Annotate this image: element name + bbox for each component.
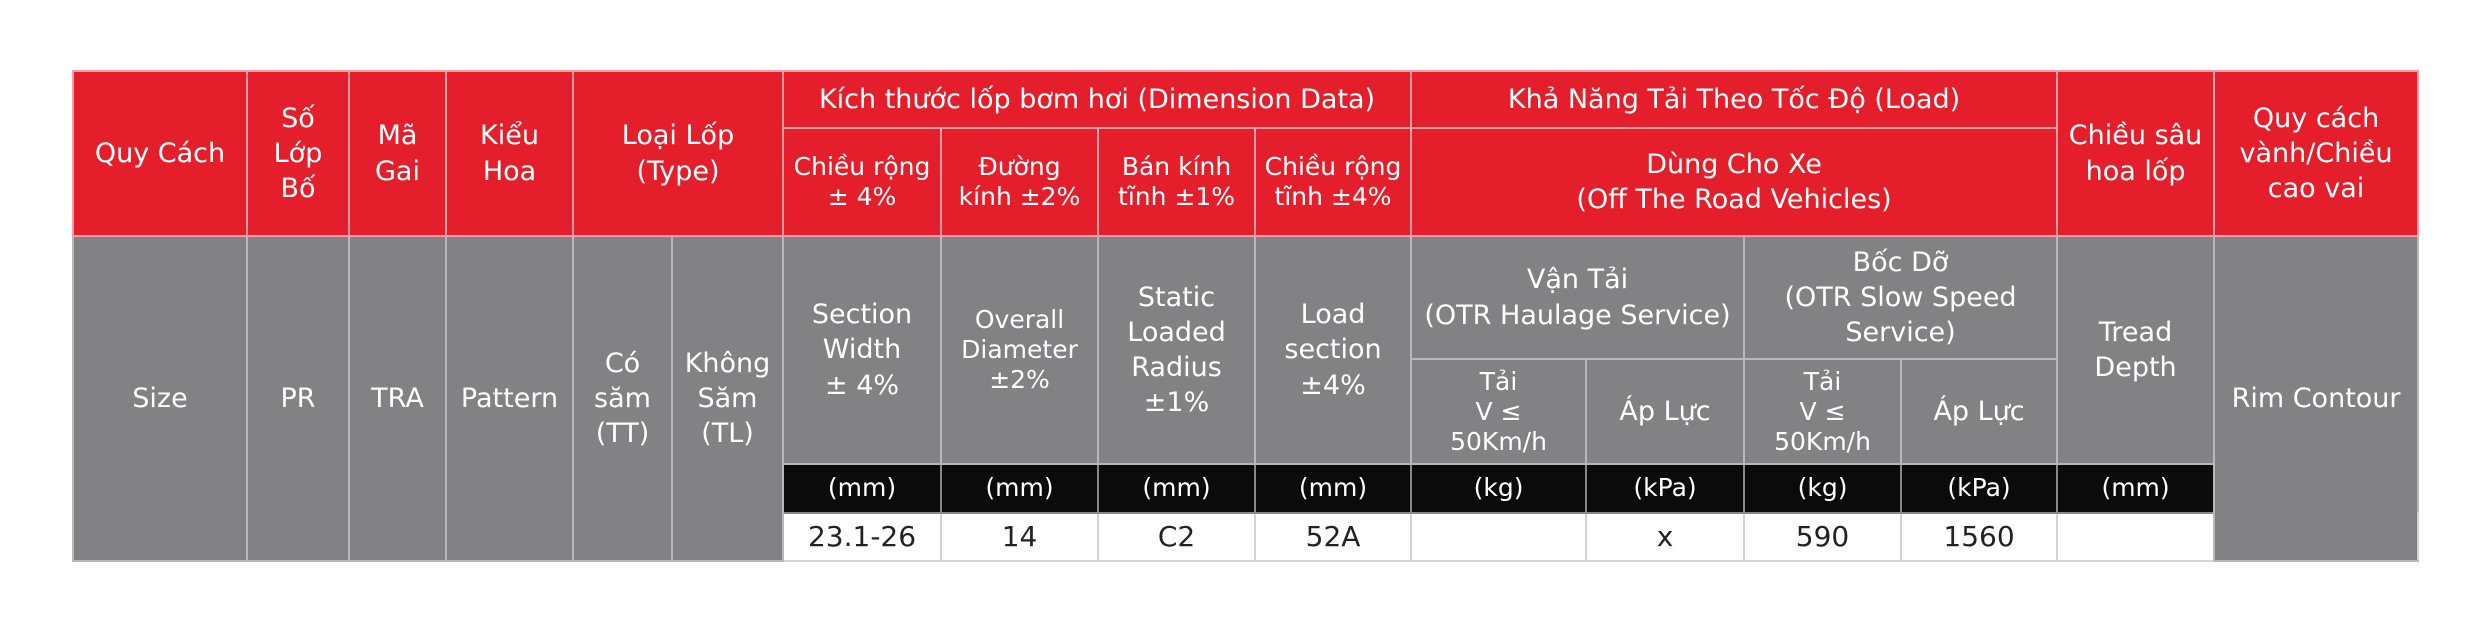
header-cell: Bốc Dỡ (OTR Slow Speed Service) — [1743, 235, 2059, 360]
data-cell — [1410, 512, 1588, 562]
spec-table: Quy Cách Số Lớp Bố Mã Gai Kiểu Hoa Loại … — [72, 70, 2420, 562]
header-cell: Mã Gai — [348, 70, 447, 237]
header-row: Chiều rộng ± 4% Đường kính ±2% Bán kính … — [73, 127, 2418, 237]
header-cell: Tread Depth — [2056, 235, 2216, 465]
header-cell: Dùng Cho Xe (Off The Road Vehicles) — [1410, 127, 2059, 237]
header-cell: Overall Diameter ±2% — [940, 235, 1100, 465]
unit-cell: (kg) — [1743, 463, 1903, 514]
unit-cell: (mm) — [782, 463, 943, 514]
header-cell: Đường kính ±2% — [940, 127, 1100, 237]
data-cell: x — [1585, 512, 1746, 562]
unit-cell: (kPa) — [1900, 463, 2059, 514]
unit-cell: (kg) — [1410, 463, 1588, 514]
header-cell: Vận Tải (OTR Haulage Service) — [1410, 235, 1746, 360]
header-cell: Áp Lực — [1585, 358, 1746, 465]
data-cell: 1560 — [1900, 512, 2059, 562]
unit-cell: (mm) — [1097, 463, 1257, 514]
header-row: Tải V ≤ 50Km/h Áp Lực Tải V ≤ 50Km/h Áp … — [73, 358, 2418, 465]
header-cell: Quy Cách — [72, 70, 248, 237]
unit-cell: (mm) — [940, 463, 1100, 514]
header-cell: Loại Lốp (Type) — [571, 70, 785, 237]
header-row: Size PR TRA Pattern Có săm (TT) Không Să… — [72, 235, 2420, 562]
header-cell: Static Loaded Radius ±1% — [1097, 235, 1257, 465]
data-row: 23.1-2614C252Ax5901560650024027DW20Ax26 — [73, 512, 2418, 562]
header-cell: Khả Năng Tải Theo Tốc Độ (Load) — [1410, 70, 2059, 129]
header-cell: Pattern — [445, 235, 574, 562]
header-cell: Load section ±4% — [1254, 235, 1413, 465]
data-cell: C2 — [1097, 512, 1257, 562]
data-cell: 590 — [1743, 512, 1903, 562]
header-cell: Chiều rộng ± 4% — [782, 127, 943, 237]
data-cell — [2056, 512, 2216, 562]
unit-cell: (mm) — [2056, 463, 2216, 514]
unit-cell: (kPa) — [1585, 463, 1746, 514]
header-cell: Không Săm (TL) — [670, 235, 785, 562]
header-row: Quy Cách Số Lớp Bố Mã Gai Kiểu Hoa Loại … — [72, 70, 2420, 237]
header-cell: TRA — [348, 235, 447, 562]
header-cell: Áp Lực — [1900, 358, 2059, 465]
header-cell: Tải V ≤ 50Km/h — [1410, 358, 1588, 465]
header-cell: Bán kính tĩnh ±1% — [1097, 127, 1257, 237]
header-cell: Kích thước lốp bơm hơi (Dimension Data) — [782, 70, 1413, 129]
header-cell: PR — [246, 235, 350, 562]
header-cell: Rim Contour — [2213, 235, 2420, 562]
header-cell: Chiều rộng tĩnh ±4% — [1254, 127, 1413, 237]
data-cell: 14 — [940, 512, 1100, 562]
header-cell: Tải V ≤ 50Km/h — [1743, 358, 1903, 465]
header-cell: Số Lớp Bố — [246, 70, 350, 237]
header-cell: Section Width ± 4% — [782, 235, 943, 465]
units-row: (mm) (mm) (mm) (mm) (kg) (kPa) (kg) (kPa… — [73, 463, 2418, 514]
header-cell: Quy cách vành/Chiều cao vai — [2213, 70, 2420, 237]
header-cell: Size — [72, 235, 248, 562]
unit-cell: (mm) — [1254, 463, 1413, 514]
header-cell: Kiểu Hoa — [445, 70, 574, 237]
header-cell: Có săm (TT) — [572, 235, 673, 562]
header-cell: Chiều sâu hoa lốp — [2056, 70, 2216, 237]
data-cell: 52A — [1254, 512, 1413, 562]
data-cell: 23.1-26 — [782, 512, 943, 562]
